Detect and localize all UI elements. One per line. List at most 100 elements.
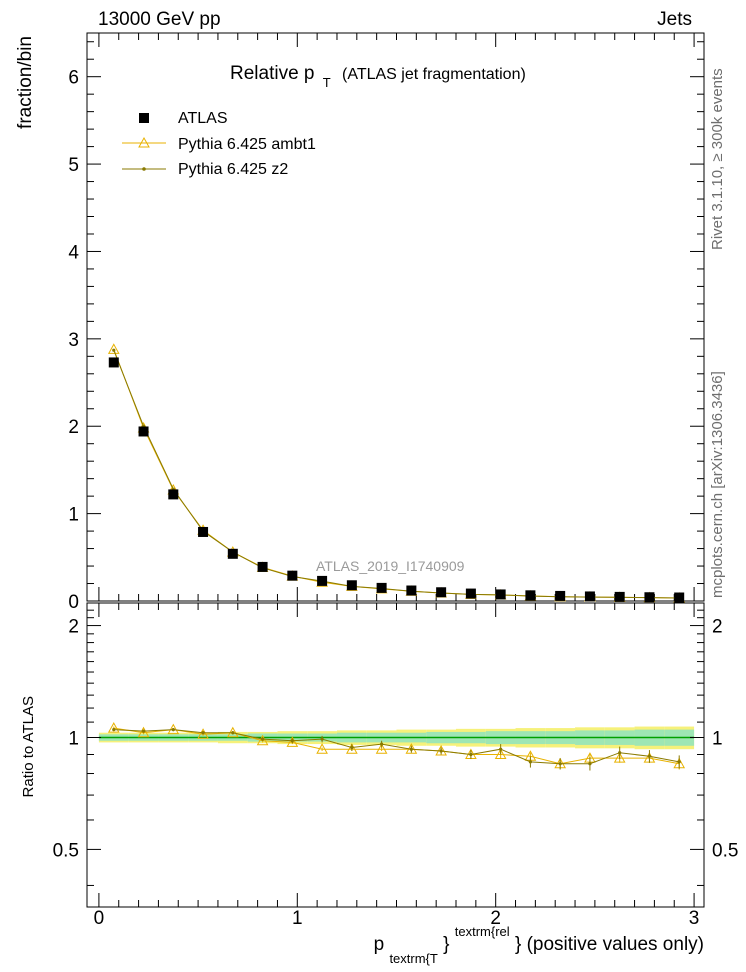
main-axis-ticks: 0 1 2 3 4 5 6 xyxy=(68,33,704,907)
ratio-y-tick-label: 2 xyxy=(68,617,79,638)
y-tick-label: 5 xyxy=(68,155,79,176)
ratio-y-tick-label-right: 0.5 xyxy=(712,840,738,861)
x-axis-label-tail: } (positive values only) xyxy=(515,934,704,955)
legend-ambt1-marker xyxy=(138,136,150,148)
atlas-point xyxy=(317,575,328,586)
z2-ratio-point xyxy=(380,742,384,746)
atlas-point xyxy=(614,591,625,602)
ratio-series-layer xyxy=(107,722,686,771)
legend: ATLAS Pythia 6.425 ambt1 Pythia 6.425 z2 xyxy=(122,110,316,178)
x-tick-labels: 0 1 2 3 xyxy=(94,908,700,929)
x-axis-label-close: } xyxy=(443,934,449,955)
legend-z2-label: Pythia 6.425 z2 xyxy=(178,161,288,178)
z2-ratio-point xyxy=(439,749,443,753)
title-main: Relative p xyxy=(230,63,315,84)
atlas-point xyxy=(555,590,566,601)
atlas-point xyxy=(346,580,357,591)
z2-ratio-point xyxy=(647,754,652,758)
x-tick-label: 2 xyxy=(490,908,501,929)
x-axis-label-sup: textrm{rel xyxy=(455,924,510,939)
legend-atlas-marker xyxy=(139,113,149,123)
ambt1-ratio-line xyxy=(113,727,680,765)
legend-z2-marker xyxy=(142,167,146,171)
ratio-y-tick-label: 0.5 xyxy=(53,840,79,861)
ambt1-ratio-point xyxy=(286,736,299,747)
z2-ratio-point xyxy=(141,729,146,733)
ambt1-ratio-point xyxy=(613,752,626,763)
z2-ratio-point xyxy=(171,728,175,732)
atlas-point xyxy=(198,526,209,537)
z2-ratio-point xyxy=(528,760,533,764)
y-tick-label: 0 xyxy=(68,592,79,613)
atlas-point xyxy=(108,357,119,368)
main-panel-frame xyxy=(86,32,705,602)
legend-ambt1-label: Pythia 6.425 ambt1 xyxy=(178,136,316,153)
z2-ratio-line xyxy=(113,729,680,765)
mcplots-label: mcplots.cern.ch [arXiv:1306.3436] xyxy=(709,371,726,598)
main-series-layer xyxy=(107,343,686,603)
z2-ratio-point xyxy=(469,752,473,757)
atlas-point xyxy=(465,588,476,599)
z2-ratio-point xyxy=(618,751,622,755)
z2-ratio-point xyxy=(350,745,354,750)
ambt1-point xyxy=(107,343,120,354)
y-tick-label: 2 xyxy=(68,417,79,438)
ambt1-ratio-point xyxy=(316,743,328,754)
y-tick-label: 4 xyxy=(68,242,79,263)
ratio-y-tick-label-right: 2 xyxy=(712,617,723,638)
ratio-panel-frame xyxy=(86,602,705,908)
y-tick-label: 6 xyxy=(68,68,79,89)
z2-ratio-point xyxy=(320,737,324,741)
legend-atlas-label: ATLAS xyxy=(178,110,228,127)
z2-ratio-point xyxy=(409,747,413,751)
header-jets-label: Jets xyxy=(657,9,692,30)
atlas-point xyxy=(287,570,298,581)
analysis-label: ATLAS_2019_I1740909 xyxy=(316,558,465,574)
ambt1-ratio-point xyxy=(107,722,120,733)
atlas-point xyxy=(376,582,387,593)
atlas-point xyxy=(495,589,506,600)
ambt1-ratio-point xyxy=(137,726,150,738)
x-axis-label: p textrm{T } textrm{rel } (positive valu… xyxy=(374,920,704,968)
z2-ratio-point xyxy=(588,762,592,766)
ambt1-ratio-point xyxy=(167,723,180,735)
atlas-point xyxy=(168,489,179,500)
y-axis-label: fraction/bin xyxy=(15,36,36,129)
z2-ratio-point xyxy=(112,728,116,732)
atlas-point xyxy=(525,590,536,601)
ratio-y-axis-label: Ratio to ATLAS xyxy=(20,696,37,797)
z2-ratio-point xyxy=(201,731,205,735)
ratio-axis-ticks: 0.5 0.5 1 1 2 2 xyxy=(53,609,738,886)
chart-title: Relative p T (ATLAS jet fragmentation) xyxy=(230,63,526,92)
ratio-y-tick-label: 1 xyxy=(68,728,79,749)
ambt1-ratio-point xyxy=(346,743,358,754)
y-tick-label: 1 xyxy=(68,505,79,526)
ambt1-ratio-point xyxy=(375,743,388,754)
ambt1-ratio-point xyxy=(494,748,507,759)
rivet-label: Rivet 3.1.10, ≥ 300k events xyxy=(709,68,726,250)
ambt1-ratio-point xyxy=(197,728,209,739)
z2-ratio-point xyxy=(231,731,235,735)
x-tick-label: 1 xyxy=(292,908,303,929)
y-tick-label: 3 xyxy=(68,330,79,351)
z2-ratio-point xyxy=(677,760,681,764)
z2-ratio-point xyxy=(260,737,265,741)
ratio-y-tick-label-right: 1 xyxy=(712,728,723,749)
atlas-point xyxy=(406,585,417,596)
header-energy-label: 13000 GeV pp xyxy=(98,9,221,30)
x-axis-label-p: p xyxy=(374,934,385,955)
x-tick-label: 0 xyxy=(94,908,105,929)
x-axis-label-sub: textrm{T xyxy=(389,951,437,966)
atlas-point xyxy=(257,561,268,572)
atlas-point xyxy=(138,426,149,437)
atlas-point xyxy=(584,591,595,602)
atlas-point xyxy=(436,587,447,598)
ratio-uncertainty-band xyxy=(98,726,695,750)
title-subscript: T xyxy=(323,75,331,90)
title-tail: (ATLAS jet fragmentation) xyxy=(342,66,526,83)
z2-point xyxy=(112,348,116,352)
atlas-point xyxy=(644,592,655,603)
x-tick-label: 3 xyxy=(689,908,700,929)
z2-ratio-point xyxy=(558,762,562,766)
